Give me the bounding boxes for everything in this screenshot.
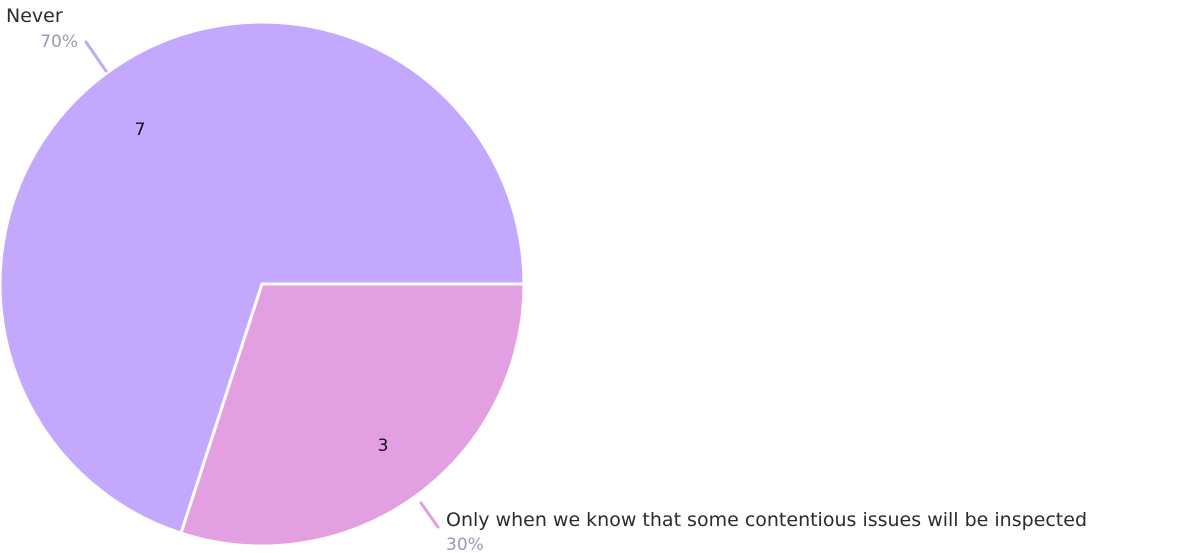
leader-line-2 [419,501,440,529]
pie-labels: 7 Never 70% 3 Only when we know that some co… [6,5,1087,553]
slice-percent-label-2: 30% [446,535,484,553]
slice-percent-label-1: 70% [40,32,78,52]
slice-category-label-1: Never [6,5,63,27]
pie-slice-1 [0,20,526,535]
pie-slices [0,20,526,548]
pie-slice-2 [179,282,526,548]
slice-value-label-1: 7 [135,120,146,140]
leader-line-1 [84,40,108,73]
slice-value-label-2: 3 [378,436,389,456]
slice-category-label-2: Only when we know that some contentious … [446,509,1087,531]
